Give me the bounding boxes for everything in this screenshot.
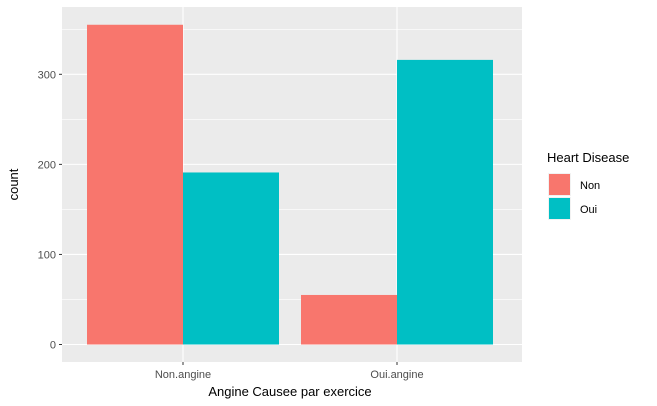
legend-key-oui [549, 198, 570, 219]
y-axis-title: count [6, 168, 21, 200]
legend-label-oui: Oui [580, 204, 597, 216]
legend: Heart Disease Non Oui [547, 150, 629, 220]
x-axis: Non.angine Oui.angine [155, 362, 424, 381]
y-tick-label: 100 [38, 249, 56, 261]
legend-title: Heart Disease [547, 150, 629, 165]
x-tick-label: Non.angine [155, 369, 211, 381]
y-axis: 0 100 200 300 [38, 69, 62, 352]
bar-non-angine-oui [183, 172, 279, 345]
bar-oui-angine-non [301, 294, 397, 345]
y-tick-label: 300 [38, 69, 56, 81]
y-tick-label: 0 [50, 340, 56, 352]
bar-non-angine-non [87, 24, 183, 345]
legend-label-non: Non [580, 180, 600, 192]
x-tick-label: Oui.angine [370, 369, 423, 381]
x-axis-title: Angine Causee par exercice [208, 384, 371, 399]
bars [87, 24, 493, 345]
legend-key-non [549, 174, 570, 195]
y-tick-label: 200 [38, 159, 56, 171]
bar-oui-angine-oui [397, 59, 493, 345]
